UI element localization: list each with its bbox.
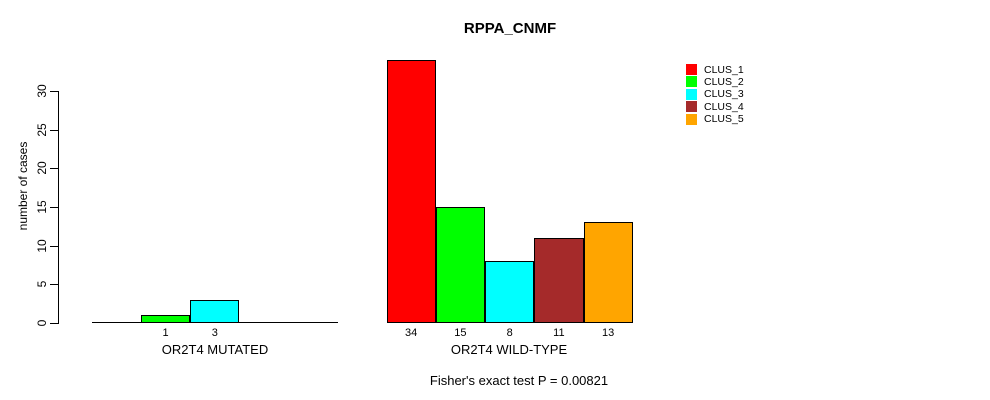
legend-label: CLUS_2 xyxy=(704,75,744,88)
bar-value-label: 11 xyxy=(553,327,565,339)
y-axis-tick xyxy=(50,91,58,92)
bar-value-label: 34 xyxy=(405,327,418,339)
legend-swatch-clus_3 xyxy=(686,88,697,100)
y-axis-tick xyxy=(50,323,58,324)
y-axis-tick-label: 5 xyxy=(35,280,49,288)
legend-label: CLUS_3 xyxy=(704,88,744,101)
bar-clus_1 xyxy=(386,60,436,323)
legend-swatch-clus_5 xyxy=(686,113,697,125)
bar-clus_5 xyxy=(583,222,633,323)
legend-swatch-clus_1 xyxy=(686,64,697,75)
legend-swatch-clus_2 xyxy=(686,76,697,88)
bar-value-label: 15 xyxy=(454,327,467,339)
legend-label: CLUS_1 xyxy=(704,63,744,76)
y-axis-tick-label: 0 xyxy=(35,319,49,327)
bar-value-label: 13 xyxy=(602,327,615,339)
fisher-test-annotation: Fisher's exact test P = 0.00821 xyxy=(429,373,609,388)
bar-value-label: 8 xyxy=(506,327,513,339)
y-axis-line xyxy=(58,91,59,324)
y-axis-tick-label: 25 xyxy=(35,122,49,137)
legend-label: CLUS_5 xyxy=(704,113,744,126)
y-axis-tick xyxy=(50,245,58,247)
y-axis-tick xyxy=(50,284,58,286)
y-axis-tick-label: 10 xyxy=(35,238,49,253)
y-axis-tick-label: 20 xyxy=(35,161,49,176)
y-axis-tick xyxy=(50,168,58,170)
y-axis-tick-label: 30 xyxy=(35,84,49,98)
bar-clus_2 xyxy=(140,315,191,323)
chart-title: RPPA_CNMF xyxy=(463,20,557,37)
group-label-mutated: OR2T4 MUTATED xyxy=(161,342,269,357)
bar-clus_4 xyxy=(534,237,584,323)
group-label-wild-type: OR2T4 WILD-TYPE xyxy=(450,342,568,357)
bar-value-label: 1 xyxy=(162,327,169,339)
bar-value-label: 3 xyxy=(211,327,218,339)
y-axis-tick xyxy=(50,207,58,208)
legend-label: CLUS_4 xyxy=(704,100,744,113)
y-axis-tick-label: 15 xyxy=(35,200,49,214)
y-axis-tick xyxy=(50,129,58,131)
y-axis-label: number of cases xyxy=(16,141,30,231)
bar-clus_3 xyxy=(485,261,535,323)
legend-swatch-clus_4 xyxy=(686,101,697,113)
bar-clus_2 xyxy=(435,207,485,323)
bar-clus_3 xyxy=(190,299,240,323)
